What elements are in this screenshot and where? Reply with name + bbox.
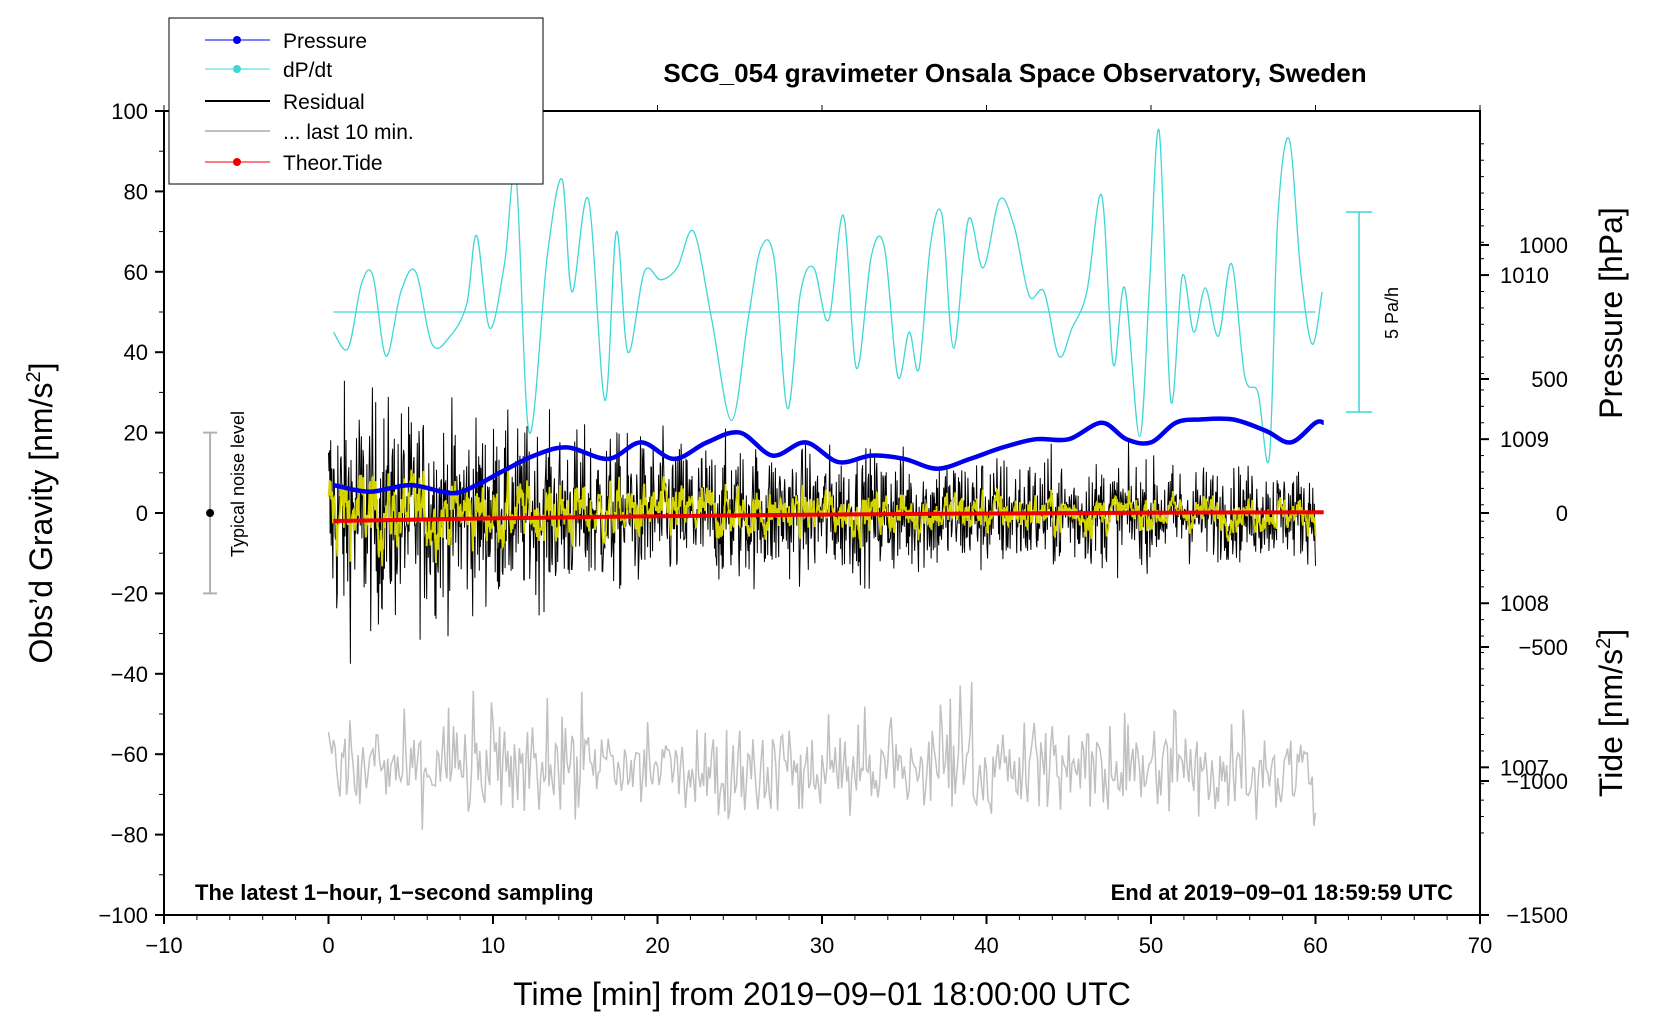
tide-tick-label: −500 [1518,635,1568,660]
x-tick-label: −10 [145,933,182,958]
y-tick-label: −100 [98,903,148,928]
legend: Pressure dP/dt Residual ... last 10 min.… [168,17,544,185]
y-tick-label: −80 [111,823,148,848]
x-tick-label: 30 [810,933,834,958]
axis-ticks [155,105,1489,924]
labels-layer: −10 0 10 20 30 40 50 60 70100806040200−20−40−60−… [98,99,1568,958]
pressure-tick-label: 1009 [1500,427,1549,452]
x-tick-label: 40 [974,933,998,958]
pressure-tick-label: 1008 [1500,591,1549,616]
pressure-tick-label: 1007 [1500,755,1549,780]
series-last-10-min [327,682,1317,830]
dpdt-scale-label: 5 Pa/h [1382,287,1402,339]
y-tick-label: 80 [124,179,148,204]
y-tick-label: 40 [124,340,148,365]
series-theor-tide [333,510,1324,523]
tide-tick-label: −1500 [1506,903,1568,928]
y-tick-label: 100 [111,99,148,124]
legend-label-pressure: Pressure [283,30,367,53]
pressure-tick-label: 1010 [1500,263,1549,288]
y-tick-label: 60 [124,260,148,285]
legend-marker-dpdt [233,65,241,73]
series-layer [203,128,1372,830]
y-axis-title-pressure: Pressure [hPa] [1593,207,1629,419]
y-tick-label: −20 [111,581,148,606]
x-axis-title: Time [min] from 2019−09−01 18:00:00 UTC [513,976,1131,1012]
series-dpdt [332,128,1323,464]
x-tick-label: 20 [645,933,669,958]
tide-tick-label: 0 [1556,501,1568,526]
legend-label-residual: Residual [283,91,365,114]
noise-bar-dot [206,509,215,517]
y-tick-label: −40 [111,662,148,687]
y-tick-label: −60 [111,742,148,767]
x-tick-label: 10 [481,933,505,958]
noise-level-label: Typical noise level [228,411,248,557]
tide-tick-label: 500 [1531,367,1568,392]
chart-title: SCG_054 gravimeter Onsala Space Observat… [663,58,1366,88]
note-left: The latest 1−hour, 1−second sampling [195,880,594,905]
series-pressure [332,416,1325,496]
y-tick-label: 20 [124,421,148,446]
legend-label-tide: Theor.Tide [283,152,383,175]
tide-tick-label: 1000 [1519,233,1568,258]
note-right: End at 2019−09−01 18:59:59 UTC [1111,880,1454,905]
legend-marker-pressure [233,36,241,44]
tide-tick-label: −1000 [1506,769,1568,794]
x-tick-label: 70 [1468,933,1492,958]
y-axis-title-tide: Tide [nm/s2] [1593,629,1629,797]
y-tick-label: 0 [136,501,148,526]
x-tick-label: 0 [322,933,334,958]
x-tick-label: 60 [1303,933,1327,958]
legend-label-dpdt: dP/dt [283,59,332,82]
legend-label-last10: ... last 10 min. [283,121,414,144]
y-axis-title-left: Obs’d Gravity [nm/s2] [23,363,59,664]
x-tick-label: 50 [1139,933,1163,958]
legend-marker-tide [233,158,241,166]
